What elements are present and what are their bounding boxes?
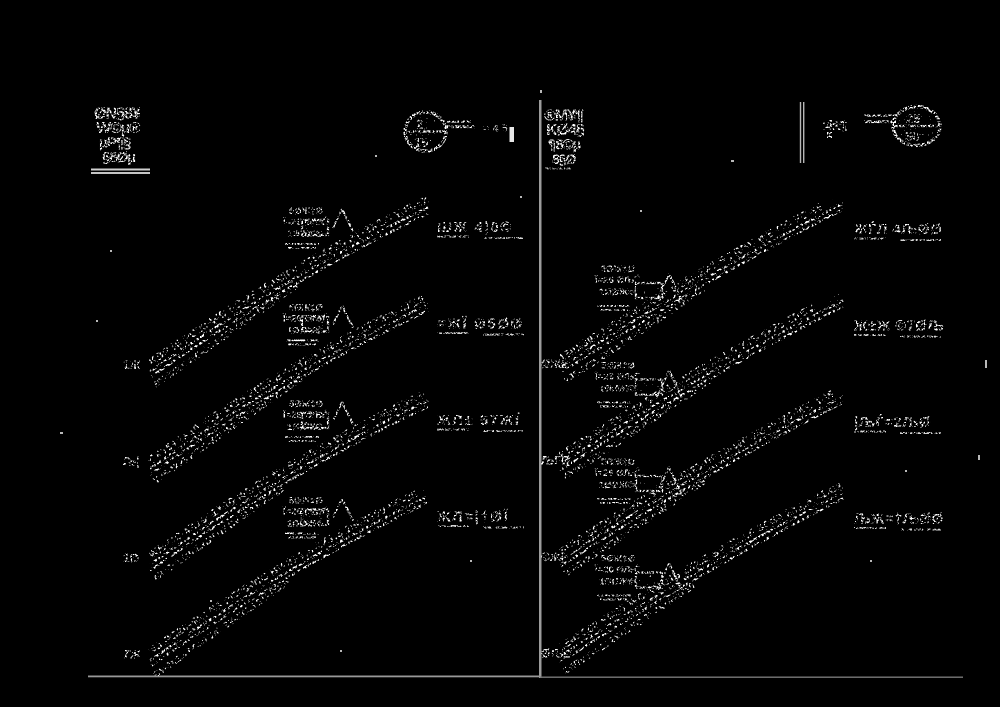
svg-text:ЖЃЛ 4ЉØØ: ЖЃЛ 4ЉØØ — [853, 221, 942, 238]
svg-text:©Ж|: ©Ж| — [541, 550, 564, 564]
svg-text:ЉЃØ: ЉЃØ — [541, 453, 570, 468]
svg-text:ØЖ±: ØЖ± — [541, 357, 568, 371]
svg-text:5ØЖ‡Ø: 5ØЖ‡Ø — [289, 399, 323, 410]
svg-text:5ØЖ‡Ø: 5ØЖ‡Ø — [601, 457, 635, 468]
svg-text:W©µ®: W©µ® — [96, 120, 141, 137]
svg-text:1ØØЖ©: 1ØØЖ© — [599, 480, 635, 491]
svg-text:5ØЖ‡Ø: 5ØЖ‡Ø — [601, 554, 635, 565]
svg-text:=ЖЇ Ø5ØØ: =ЖЇ Ø5ØØ — [437, 316, 524, 333]
svg-text:®M¥¶: ®M¥¶ — [544, 108, 584, 125]
svg-text:1ØØЖ©: 1ØØЖ© — [599, 577, 635, 588]
svg-text:Ї=26 ØЉЃ: Ї=26 ØЉЃ — [282, 217, 328, 228]
svg-text:5ØЖ‡Ø: 5ØЖ‡Ø — [289, 303, 323, 314]
svg-text:Ї=26 ØЉЃ: Ї=26 ØЉЃ — [594, 372, 640, 383]
svg-text:Ї=26 ØЉЃ: Ї=26 ØЉЃ — [594, 468, 640, 479]
svg-text:8§Ø: 8§Ø — [552, 151, 577, 167]
svg-text:7Ж: 7Ж — [123, 648, 141, 662]
svg-text:1ØØЖ©: 1ØØЖ© — [599, 384, 635, 395]
svg-text:Ї=26 ØЉЃ: Ї=26 ØЉЃ — [282, 314, 328, 325]
svg-text:ШЖ 4|0©: ШЖ 4|0© — [437, 219, 513, 236]
svg-text:µP¶§: µP¶§ — [99, 135, 131, 152]
svg-text:ЖЛ=|†ØЇ: ЖЛ=|†ØЇ — [436, 509, 509, 526]
svg-text:5ØЖ‡Ø: 5ØЖ‡Ø — [601, 264, 635, 275]
svg-text:KØ4§: KØ4§ — [546, 122, 585, 139]
svg-text:Ж±Ж ©7ØЉ: Ж±Ж ©7ØЉ — [853, 318, 944, 335]
svg-text:5ØЖ‡Ø: 5ØЖ‡Ø — [601, 361, 635, 372]
svg-text:§8Øµ: §8Øµ — [102, 149, 135, 166]
svg-text::4±¶: :4±¶ — [821, 117, 848, 134]
svg-text:ØЉ±: ØЉ± — [541, 647, 570, 661]
svg-text:= 4 5: = 4 5 — [483, 123, 508, 135]
svg-text:¶8©µ: ¶8©µ — [548, 137, 581, 154]
svg-text:1Ж: 1Ж — [123, 358, 141, 372]
svg-text:1ØØЖ©: 1ØØЖ© — [599, 287, 635, 298]
svg-text:1Ø: 1Ø — [123, 551, 139, 565]
svg-text:Ї=26 ØЉЃ: Ї=26 ØЉЃ — [282, 507, 328, 518]
svg-text:ØN§8¥: ØN§8¥ — [94, 106, 141, 123]
svg-text:5ØЖ‡Ø: 5ØЖ‡Ø — [289, 206, 323, 217]
svg-text:ЉЖ=†ЉØØ: ЉЖ=†ЉØØ — [854, 511, 944, 528]
svg-text:Ї=26 ØЉЃ: Ї=26 ØЉЃ — [282, 410, 328, 421]
svg-text:ЖЛ± 57ЖЇ: ЖЛ± 57ЖЇ — [436, 412, 521, 429]
svg-text:|ЉЃ=2ЉØ: |ЉЃ=2ЉØ — [854, 414, 931, 431]
svg-text:5ØЖ‡Ø: 5ØЖ‡Ø — [289, 496, 323, 507]
svg-text:Ї=26 ØЉЃ: Ї=26 ØЉЃ — [594, 275, 640, 286]
svg-text:Ї=26 ØЉЃ: Ї=26 ØЉЃ — [594, 565, 640, 576]
svg-text:Љ|: Љ| — [123, 455, 139, 469]
